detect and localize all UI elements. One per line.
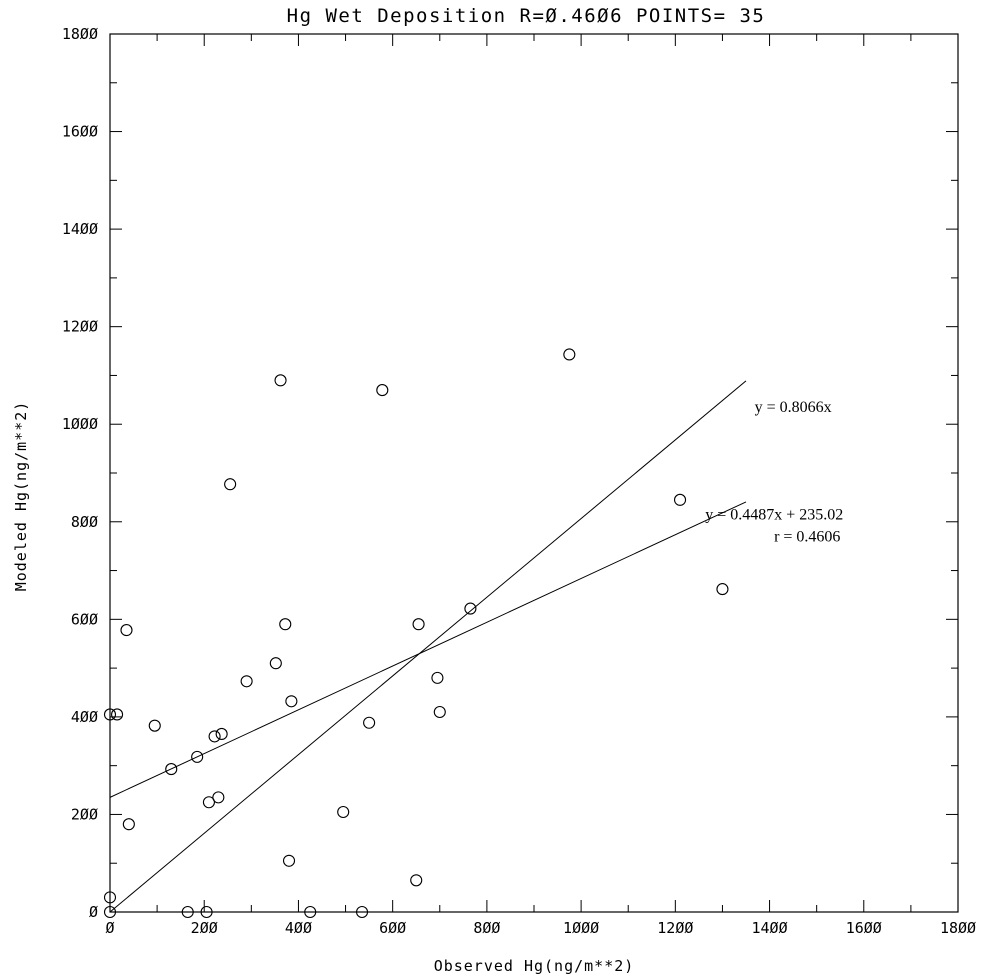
y-tick-label: 12ØØ (62, 318, 98, 336)
axis-ticks: Ø 2ØØ 4ØØ 6ØØ 8ØØ 1ØØØ 12ØØ 14ØØ 16ØØ 18ØØ Ø 2ØØ 4ØØ… (62, 25, 976, 937)
data-point (269, 657, 282, 670)
data-point (716, 583, 729, 596)
x-tick-label: 14ØØ (751, 919, 787, 937)
regression-lines (109, 380, 747, 913)
data-point (376, 384, 389, 397)
data-point (412, 618, 425, 631)
y-tick-label: 2ØØ (71, 805, 98, 823)
x-tick-label: Ø (105, 919, 114, 937)
x-tick-label: 12ØØ (657, 919, 693, 937)
x-tick-label: 1ØØØ (563, 919, 599, 937)
data-point (120, 624, 133, 637)
data-point (337, 805, 350, 819)
y-axis-label: Modeled Hg(ng/m**2) (12, 401, 30, 592)
y-tick-label: 6ØØ (71, 610, 98, 628)
annotation-label: r = 0.4606 (774, 528, 840, 545)
data-point (103, 905, 117, 919)
annotation-label: y = 0.8066x (755, 399, 832, 416)
data-point (274, 374, 287, 387)
data-point (304, 905, 317, 919)
x-tick-label: 6ØØ (379, 919, 406, 937)
data-point (563, 348, 576, 361)
y-tick-label: 18ØØ (62, 25, 98, 43)
data-point (215, 727, 228, 741)
data-point (240, 675, 253, 688)
regression-line (109, 380, 747, 913)
data-point (282, 854, 296, 867)
data-point (111, 708, 124, 721)
data-point (202, 796, 215, 809)
x-tick-label: 18ØØ (940, 919, 976, 937)
data-point (212, 791, 225, 804)
x-axis-label: Observed Hg(ng/m**2) (434, 957, 635, 975)
y-tick-label: 14ØØ (62, 220, 98, 238)
y-tick-label: 8ØØ (71, 513, 98, 531)
data-point (363, 716, 376, 729)
chart-title: Hg Wet Deposition R=Ø.46Ø6 POINTS= 35 (287, 5, 766, 27)
annotations: y = 0.8066x y = 0.4487x + 235.02 r = 0.460… (705, 399, 843, 545)
data-point (103, 891, 117, 904)
x-tick-label: 2ØØ (191, 919, 218, 937)
data-point (224, 478, 237, 491)
regression-line (109, 501, 747, 798)
data-point (433, 705, 446, 719)
y-tick-label: 1ØØØ (62, 415, 98, 433)
data-point (165, 763, 178, 776)
data-point (122, 818, 135, 831)
y-tick-label: 4ØØ (71, 708, 98, 726)
data-point (673, 493, 687, 506)
data-point (103, 708, 117, 721)
data-point (191, 750, 204, 763)
data-point (285, 695, 298, 708)
x-tick-label: 4ØØ (285, 919, 312, 937)
data-point (279, 618, 292, 631)
data-points (103, 348, 729, 919)
x-tick-label: 8ØØ (473, 919, 500, 937)
x-tick-label: 16ØØ (846, 919, 882, 937)
annotation-label: y = 0.4487x + 235.02 (705, 506, 843, 523)
data-point (431, 671, 444, 684)
data-point (148, 719, 161, 732)
data-point (410, 874, 423, 887)
data-point (464, 602, 477, 615)
y-tick-label: 16ØØ (62, 123, 98, 141)
data-point (208, 730, 221, 743)
data-point (355, 905, 369, 919)
y-tick-label: Ø (89, 903, 98, 921)
data-point (200, 905, 213, 919)
plot-area-frame (109, 33, 959, 913)
data-point (181, 905, 194, 919)
